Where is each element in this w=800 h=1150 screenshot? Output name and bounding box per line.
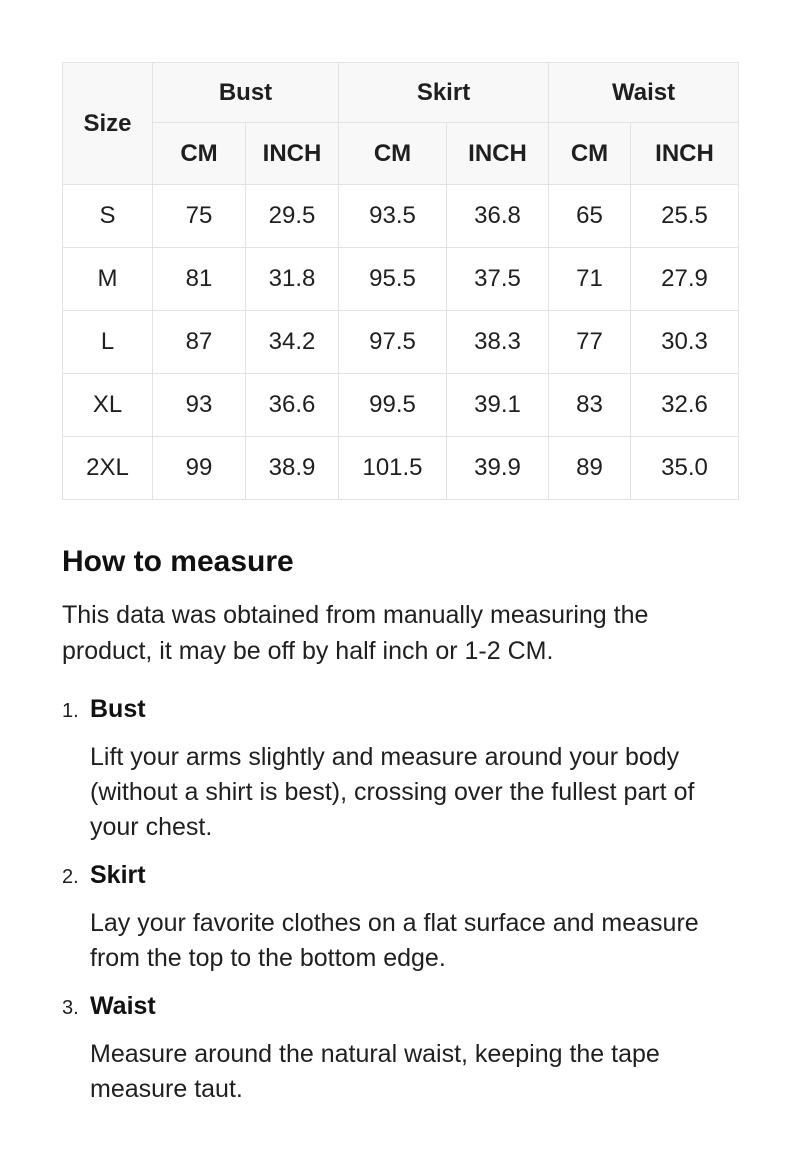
- table-cell: 36.6: [245, 373, 339, 437]
- table-cell: 99.5: [338, 373, 447, 437]
- table-row-2xl: 2XL 99 38.9 101.5 39.9 89 35.0: [62, 436, 740, 500]
- step-description: Measure around the natural waist, keepin…: [90, 1040, 660, 1103]
- table-cell: 37.5: [445, 247, 550, 311]
- size-cell: XL: [62, 373, 153, 437]
- step-number: 1.: [62, 700, 79, 722]
- skirt-group-header: Skirt: [337, 62, 550, 123]
- measure-steps-list: 1. Bust Lift your arms slightly and meas…: [62, 694, 738, 1107]
- table-cell: 30.3: [630, 310, 740, 374]
- table-cell: 75: [152, 184, 246, 248]
- table-cell: 89: [548, 436, 632, 500]
- step-title: Skirt: [90, 861, 146, 889]
- table-cell: 83: [548, 373, 632, 437]
- table-cell: 39.9: [445, 436, 550, 500]
- table-row-s: S 75 29.5 93.5 36.8 65 25.5: [62, 184, 740, 248]
- table-cell: 87: [152, 310, 246, 374]
- table-row-l: L 87 34.2 97.5 38.3 77 30.3: [62, 310, 740, 374]
- measure-step-skirt: 2. Skirt Lay your favorite clothes on a …: [62, 860, 738, 976]
- step-body: Bust Lift your arms slightly and measure…: [90, 694, 738, 845]
- table-cell: 65: [548, 184, 632, 248]
- step-description: Lay your favorite clothes on a flat surf…: [90, 909, 699, 972]
- table-cell: 35.0: [630, 436, 740, 500]
- measure-step-bust: 1. Bust Lift your arms slightly and meas…: [62, 694, 738, 845]
- table-row-m: M 81 31.8 95.5 37.5 71 27.9: [62, 247, 740, 311]
- table-cell: 39.1: [445, 373, 550, 437]
- step-title: Bust: [90, 695, 146, 723]
- bust-cm-header: CM: [152, 122, 246, 185]
- step-number: 3.: [62, 997, 79, 1019]
- waist-group-header: Waist: [548, 62, 740, 123]
- table-cell: 81: [152, 247, 246, 311]
- skirt-inch-header: INCH: [445, 122, 550, 185]
- table-cell: 36.8: [445, 184, 550, 248]
- table-cell: 32.6: [630, 373, 740, 437]
- bust-inch-header: INCH: [245, 122, 339, 185]
- table-cell: 34.2: [245, 310, 339, 374]
- skirt-cm-header: CM: [338, 122, 447, 185]
- size-column-header: Size: [62, 62, 153, 185]
- step-body: Waist Measure around the natural waist, …: [90, 991, 738, 1107]
- table-cell: 101.5: [338, 436, 447, 500]
- how-to-measure-heading: How to measure: [62, 545, 294, 578]
- table-cell: 97.5: [338, 310, 447, 374]
- table-cell: 38.3: [445, 310, 550, 374]
- table-cell: 27.9: [630, 247, 740, 311]
- table-cell: 95.5: [338, 247, 447, 311]
- measure-step-waist: 3. Waist Measure around the natural wais…: [62, 991, 738, 1107]
- table-cell: 93.5: [338, 184, 447, 248]
- size-chart-table: Size Bust Skirt Waist CM INCH CM INCH CM…: [62, 62, 740, 500]
- table-cell: 71: [548, 247, 632, 311]
- how-to-measure-intro: This data was obtained from manually mea…: [62, 601, 649, 665]
- table-cell: 38.9: [245, 436, 339, 500]
- table-cell: 31.8: [245, 247, 339, 311]
- waist-cm-header: CM: [548, 122, 632, 185]
- size-guide-section: Size Bust Skirt Waist CM INCH CM INCH CM…: [62, 62, 740, 1107]
- table-cell: 29.5: [245, 184, 339, 248]
- waist-inch-header: INCH: [630, 122, 740, 185]
- step-number: 2.: [62, 866, 79, 888]
- size-cell: S: [62, 184, 153, 248]
- size-cell: 2XL: [62, 436, 153, 500]
- table-cell: 99: [152, 436, 246, 500]
- table-cell: 25.5: [630, 184, 740, 248]
- step-description: Lift your arms slightly and measure arou…: [90, 743, 695, 841]
- table-row-xl: XL 93 36.6 99.5 39.1 83 32.6: [62, 373, 740, 437]
- bust-group-header: Bust: [152, 62, 339, 123]
- size-cell: M: [62, 247, 153, 311]
- table-cell: 77: [548, 310, 632, 374]
- step-title: Waist: [90, 992, 156, 1020]
- table-cell: 93: [152, 373, 246, 437]
- size-cell: L: [62, 310, 153, 374]
- step-body: Skirt Lay your favorite clothes on a fla…: [90, 860, 738, 976]
